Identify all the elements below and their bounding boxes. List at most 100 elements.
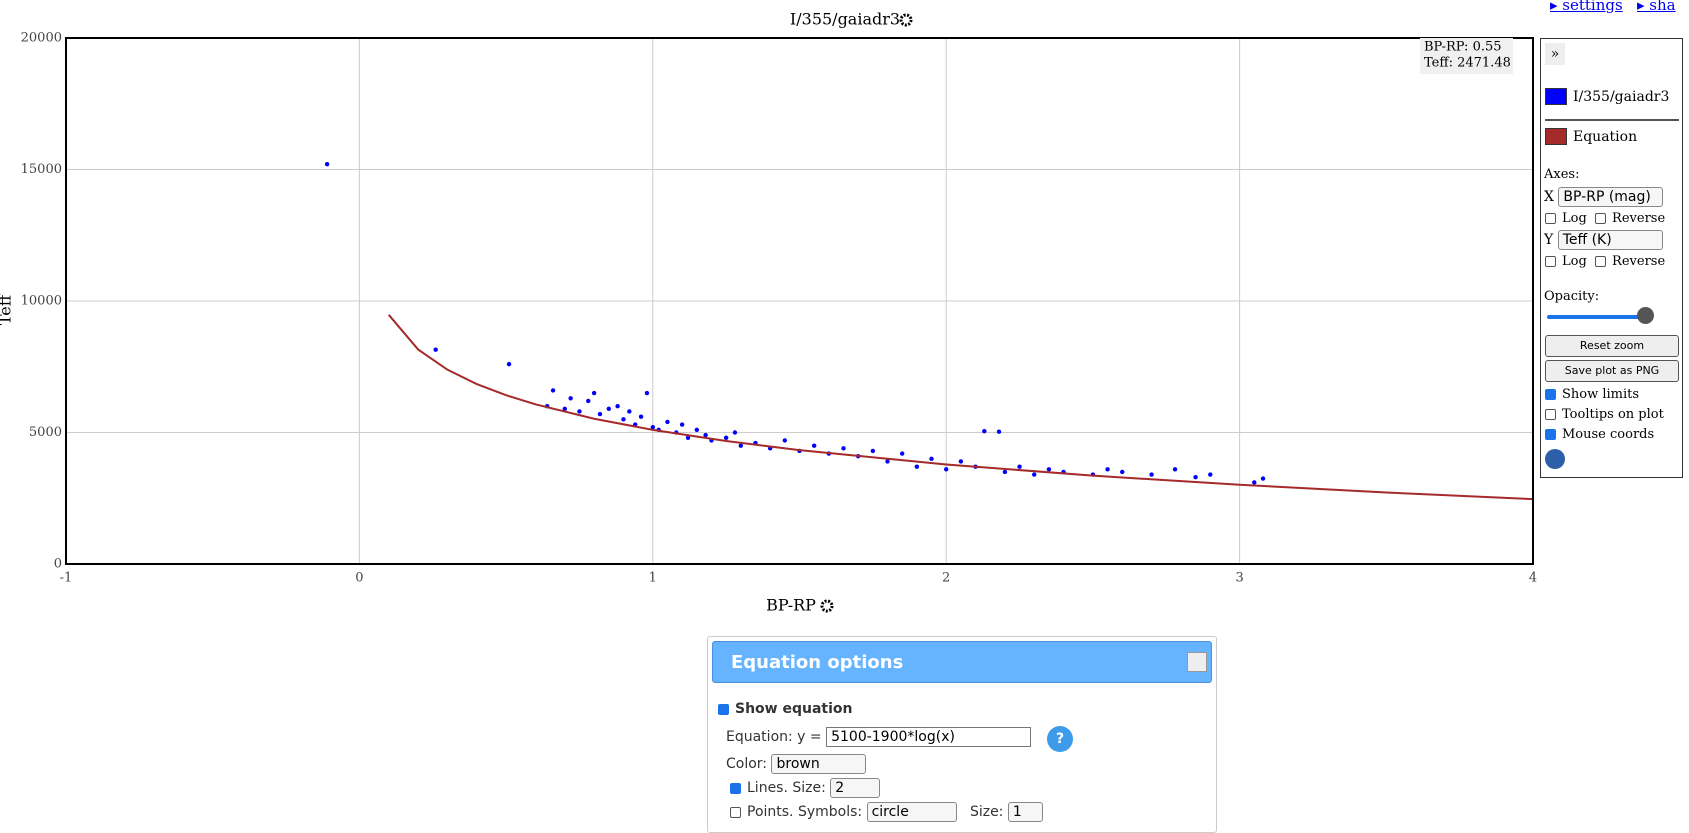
data-point [586, 398, 591, 404]
legend-swatch[interactable] [1545, 128, 1567, 145]
label: Color: [726, 756, 768, 772]
option-list: Show limits Tooltips on plot Mouse coords [1545, 385, 1664, 445]
legend-entry: I/355/gaiadr3 [1573, 89, 1670, 105]
color-select[interactable]: brown [771, 754, 867, 774]
y-tick-label: 20000 [21, 31, 62, 46]
data-point [650, 425, 655, 430]
checkbox[interactable] [730, 806, 741, 818]
data-point [644, 390, 650, 396]
close-button[interactable] [1187, 652, 1207, 672]
data-point [577, 409, 582, 414]
slider-thumb[interactable] [1637, 307, 1654, 324]
save-png-button[interactable]: Save plot as PNG [1545, 360, 1679, 382]
data-point [591, 390, 597, 396]
chart: I/355/gaiadr3 BP-RP Teff -1 0 1 2 3 405000100… [0, 10, 1537, 615]
data-point [638, 414, 644, 419]
reset-zoom-button[interactable]: Reset zoom [1545, 335, 1679, 357]
top-links: ▸ settings ▸ sha [1550, 0, 1676, 14]
x-axis-label: BP-RP [766, 596, 816, 615]
x-tick-label: 4 [1529, 571, 1537, 586]
label: Reverse [1612, 254, 1666, 269]
line-size-select[interactable]: 2 [830, 778, 881, 798]
option-row: Mouse coords [1545, 425, 1664, 445]
separator [1545, 119, 1679, 121]
opacity-slider[interactable] [1547, 315, 1641, 319]
checkbox[interactable] [718, 703, 729, 715]
dialog-title: Equation options [731, 652, 904, 673]
opacity-label: Opacity: [1544, 289, 1600, 304]
data-point [732, 430, 738, 435]
gear-icon[interactable] [899, 13, 913, 27]
show-row: Show equation [718, 701, 852, 717]
mouse-coords: BP-RP: 0.55 [1424, 40, 1502, 55]
checkbox[interactable] [1545, 409, 1556, 420]
data-point [782, 438, 788, 443]
data-point [996, 429, 1002, 434]
data-point [738, 443, 744, 448]
checkbox[interactable] [1545, 389, 1556, 400]
symbol-select[interactable]: circle [866, 802, 957, 822]
data-point [506, 361, 512, 367]
checkbox[interactable] [1595, 213, 1607, 224]
lines-row: Lines. Size: 2 [730, 778, 881, 798]
data-point [811, 443, 817, 448]
size-select[interactable]: 1 [1007, 802, 1043, 822]
data-point [562, 406, 567, 412]
settings-link[interactable]: ▸ settings [1550, 0, 1623, 14]
data-point [433, 347, 438, 352]
y-tick-label: 10000 [21, 294, 62, 309]
data-point [899, 451, 905, 456]
data-point [597, 411, 603, 417]
checkbox[interactable] [1545, 213, 1556, 224]
equation-input[interactable]: 5100-1900*log(x) [826, 727, 1032, 747]
x-tick-label: 1 [649, 571, 657, 586]
y-tick-label: 5000 [29, 425, 62, 440]
data-point [568, 396, 573, 401]
label: Y [1544, 232, 1554, 248]
color-row: Color: brown [726, 754, 867, 774]
x-tick-label: 2 [942, 571, 950, 586]
data-point [1105, 467, 1110, 472]
help-button[interactable]: ? [1047, 726, 1073, 752]
data-point [982, 428, 987, 434]
label: Reverse [1612, 211, 1666, 226]
checkbox[interactable] [1595, 256, 1607, 267]
help-icon[interactable] [1545, 449, 1565, 469]
y-options: Log Reverse [1545, 254, 1665, 269]
points-row: Points. Symbols: circle Size: 1 [730, 802, 1043, 822]
data-point [929, 456, 934, 461]
plot-frame [65, 37, 1534, 565]
chart-title: I/355/gaiadr3 [790, 10, 900, 29]
data-point [1172, 467, 1178, 472]
label: Log [1562, 211, 1587, 226]
y-axis-label: Teff [0, 293, 15, 325]
checkbox[interactable] [730, 782, 741, 794]
option-row: Tooltips on plot [1545, 405, 1664, 425]
data-point [615, 404, 620, 409]
label: Size: [969, 804, 1004, 820]
x-tick-label: 3 [1235, 571, 1243, 586]
data-point [606, 406, 611, 412]
data-point [627, 409, 632, 414]
data-point [679, 422, 685, 427]
option-label: Tooltips on plot [1562, 407, 1664, 422]
option-label: Show limits [1562, 387, 1640, 402]
legend-swatch[interactable] [1545, 88, 1567, 105]
x-select[interactable]: BP-RP (mag) [1558, 187, 1664, 207]
data-point [1149, 472, 1154, 477]
mouse-coords: Teff: 2471.48 [1424, 56, 1511, 71]
x-axis-row: X BP-RP (mag) [1544, 187, 1664, 207]
share-link[interactable]: ▸ sha [1637, 0, 1676, 14]
checkbox[interactable] [1545, 256, 1556, 267]
legend-entry: Equation [1573, 129, 1638, 145]
gear-icon[interactable] [820, 599, 834, 613]
data-point [324, 162, 330, 167]
toggle-button[interactable]: » [1545, 43, 1565, 65]
data-point [723, 435, 729, 440]
checkbox[interactable] [1545, 429, 1556, 440]
data-point [1002, 469, 1008, 475]
option-label: Mouse coords [1562, 427, 1655, 442]
label: Equation: y = [726, 729, 822, 745]
y-select[interactable]: Teff (K) [1557, 230, 1663, 250]
